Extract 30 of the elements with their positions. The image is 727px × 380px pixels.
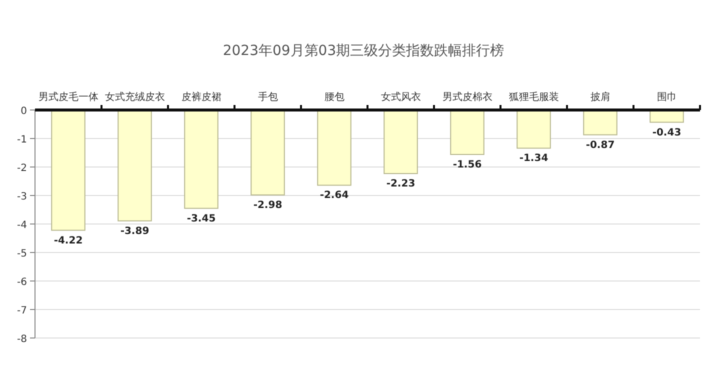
data-label: -2.23 [386,178,416,190]
x-tick-label: 男式皮毛一体 [38,91,98,103]
x-tick-label: 女式风衣 [380,91,421,103]
y-tick-label: 0 [20,106,27,117]
x-tick-label: 狐狸毛服装 [508,91,559,103]
x-tick-label: 腰包 [324,91,344,103]
y-tick-label: -4 [17,220,27,231]
y-tick-label: -6 [17,277,27,288]
data-label: -2.64 [320,190,349,202]
data-label: -0.43 [652,127,682,138]
y-tick-label: -3 [17,192,27,202]
data-label: -4.22 [54,235,83,246]
x-tick-label: 披肩 [590,91,610,103]
chart-title: 2023年09月第03期三级分类指数跌幅排行榜 [222,43,504,59]
data-label: -3.45 [186,213,216,224]
x-tick-label: 女式充绒皮衣 [104,91,165,103]
x-tick-label: 皮裤皮裙 [181,91,222,103]
data-label: -3.89 [120,226,150,237]
y-tick-label: -5 [17,248,27,260]
x-tick-label: 男式皮棉衣 [442,91,492,103]
y-tick-label: -8 [17,334,27,345]
data-label: -2.98 [253,200,282,211]
y-tick-label: -1 [17,134,27,146]
data-label: -1.34 [519,153,548,164]
x-tick-label: 围巾 [656,91,677,103]
y-tick-label: -7 [17,306,27,316]
x-tick-label: 手包 [258,91,278,103]
y-tick-label: -2 [17,163,27,174]
data-label: -0.87 [586,140,615,151]
data-label: -1.56 [452,159,482,170]
